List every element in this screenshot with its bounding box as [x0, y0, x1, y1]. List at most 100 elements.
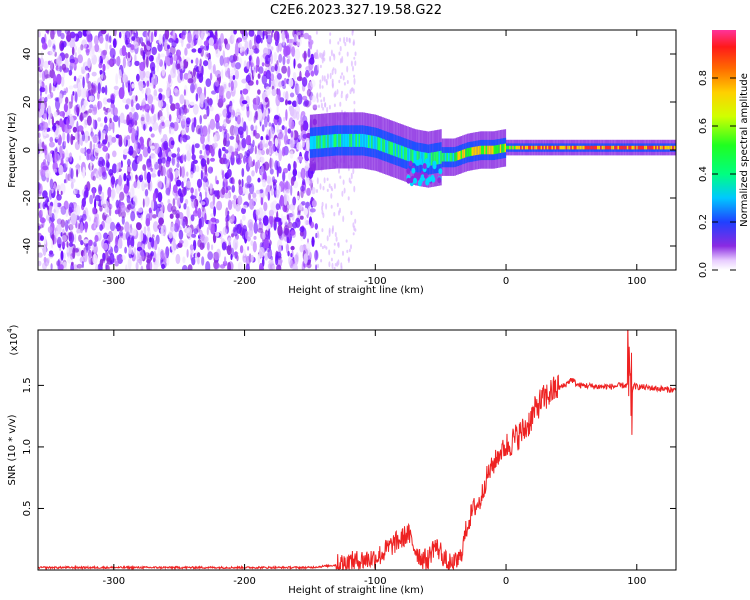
- noise-cell: [319, 64, 322, 69]
- noise-cell: [222, 181, 225, 190]
- noise-cell: [39, 224, 43, 229]
- noise-cell: [287, 250, 290, 257]
- noise-cell: [244, 182, 251, 189]
- noise-cell: [333, 103, 336, 108]
- noise-cell: [76, 106, 80, 115]
- noise-cell: [209, 106, 214, 112]
- noise-cell: [72, 247, 76, 259]
- noise-cell: [171, 156, 176, 166]
- noise-cell: [56, 202, 62, 208]
- noise-cell: [82, 131, 85, 142]
- noise-cell: [61, 150, 65, 160]
- noise-cell: [93, 35, 99, 45]
- noise-cell: [196, 178, 203, 188]
- noise-cell: [103, 200, 109, 209]
- noise-cell: [178, 106, 185, 117]
- noise-cell: [124, 104, 129, 110]
- noise-cell: [290, 130, 294, 138]
- noise-cell: [61, 76, 65, 87]
- noise-cell: [246, 106, 250, 118]
- noise-cell: [68, 69, 73, 76]
- noise-cell: [269, 214, 274, 225]
- noise-cell: [145, 70, 151, 79]
- noise-cell: [99, 224, 103, 231]
- noise-cell: [38, 260, 42, 267]
- noise-cell: [74, 233, 77, 243]
- noise-cell: [200, 169, 203, 181]
- noise-cell: [242, 88, 249, 95]
- track-core: [662, 145, 665, 150]
- noise-cell: [207, 132, 210, 143]
- noise-cell: [103, 106, 106, 111]
- track-core: [451, 152, 453, 162]
- track-blob: [406, 168, 411, 174]
- noise-cell: [206, 241, 210, 251]
- noise-cell: [48, 216, 52, 224]
- noise-cell: [241, 167, 245, 178]
- noise-cell: [158, 93, 163, 101]
- track-core: [630, 145, 632, 150]
- track-core: [361, 133, 364, 147]
- noise-cell: [220, 158, 225, 165]
- noise-cell: [188, 103, 191, 110]
- noise-cell: [88, 95, 95, 102]
- noise-cell: [100, 50, 107, 60]
- track-core: [504, 143, 507, 153]
- noise-cell: [285, 189, 290, 194]
- snr-multiplier-base: (x10: [9, 333, 20, 356]
- track-core: [411, 149, 414, 163]
- noise-cell: [342, 179, 345, 185]
- noise-cell: [212, 63, 216, 75]
- noise-cell: [300, 113, 303, 124]
- noise-cell: [260, 136, 264, 141]
- noise-cell: [321, 85, 324, 89]
- noise-cell: [49, 250, 54, 255]
- noise-cell: [238, 186, 244, 196]
- noise-cell: [97, 117, 101, 122]
- noise-cell: [268, 122, 272, 127]
- noise-cell: [206, 53, 211, 58]
- noise-cell: [88, 239, 93, 246]
- track-core: [331, 134, 334, 148]
- noise-cell: [102, 252, 106, 261]
- track-core: [330, 134, 332, 148]
- noise-cell: [328, 230, 331, 237]
- noise-cell: [149, 237, 152, 243]
- noise-cell: [181, 127, 186, 136]
- noise-cell: [244, 49, 248, 56]
- noise-cell: [276, 31, 280, 44]
- noise-cell: [115, 199, 120, 209]
- noise-cell: [64, 219, 69, 232]
- noise-cell: [118, 226, 124, 231]
- noise-cell: [77, 189, 80, 195]
- noise-cell: [153, 257, 156, 263]
- noise-cell: [218, 148, 222, 159]
- track-core: [311, 136, 314, 150]
- track-core: [628, 145, 630, 150]
- noise-cell: [53, 73, 57, 86]
- noise-cell: [113, 58, 117, 65]
- noise-cell: [352, 88, 355, 94]
- track-core: [619, 145, 621, 150]
- noise-cell: [352, 168, 355, 175]
- noise-cell: [248, 49, 255, 56]
- track-core: [620, 145, 623, 150]
- noise-cell: [130, 99, 134, 108]
- track-core: [388, 141, 390, 155]
- track-core: [422, 152, 425, 166]
- noise-cell: [272, 30, 274, 33]
- noise-cell: [228, 82, 231, 88]
- noise-cell: [53, 211, 58, 220]
- noise-cell: [169, 94, 173, 105]
- spectrogram-xtick-label: 100: [627, 276, 646, 287]
- noise-cell: [73, 75, 77, 82]
- noise-cell: [153, 240, 158, 251]
- noise-cell: [146, 51, 152, 56]
- spectrogram-ylabel: Frequency (Hz): [7, 112, 18, 188]
- track-core: [484, 145, 486, 155]
- noise-cell: [112, 150, 117, 158]
- track-core: [366, 134, 368, 148]
- noise-cell: [56, 30, 62, 37]
- noise-cell: [164, 55, 168, 64]
- noise-cell: [278, 42, 282, 52]
